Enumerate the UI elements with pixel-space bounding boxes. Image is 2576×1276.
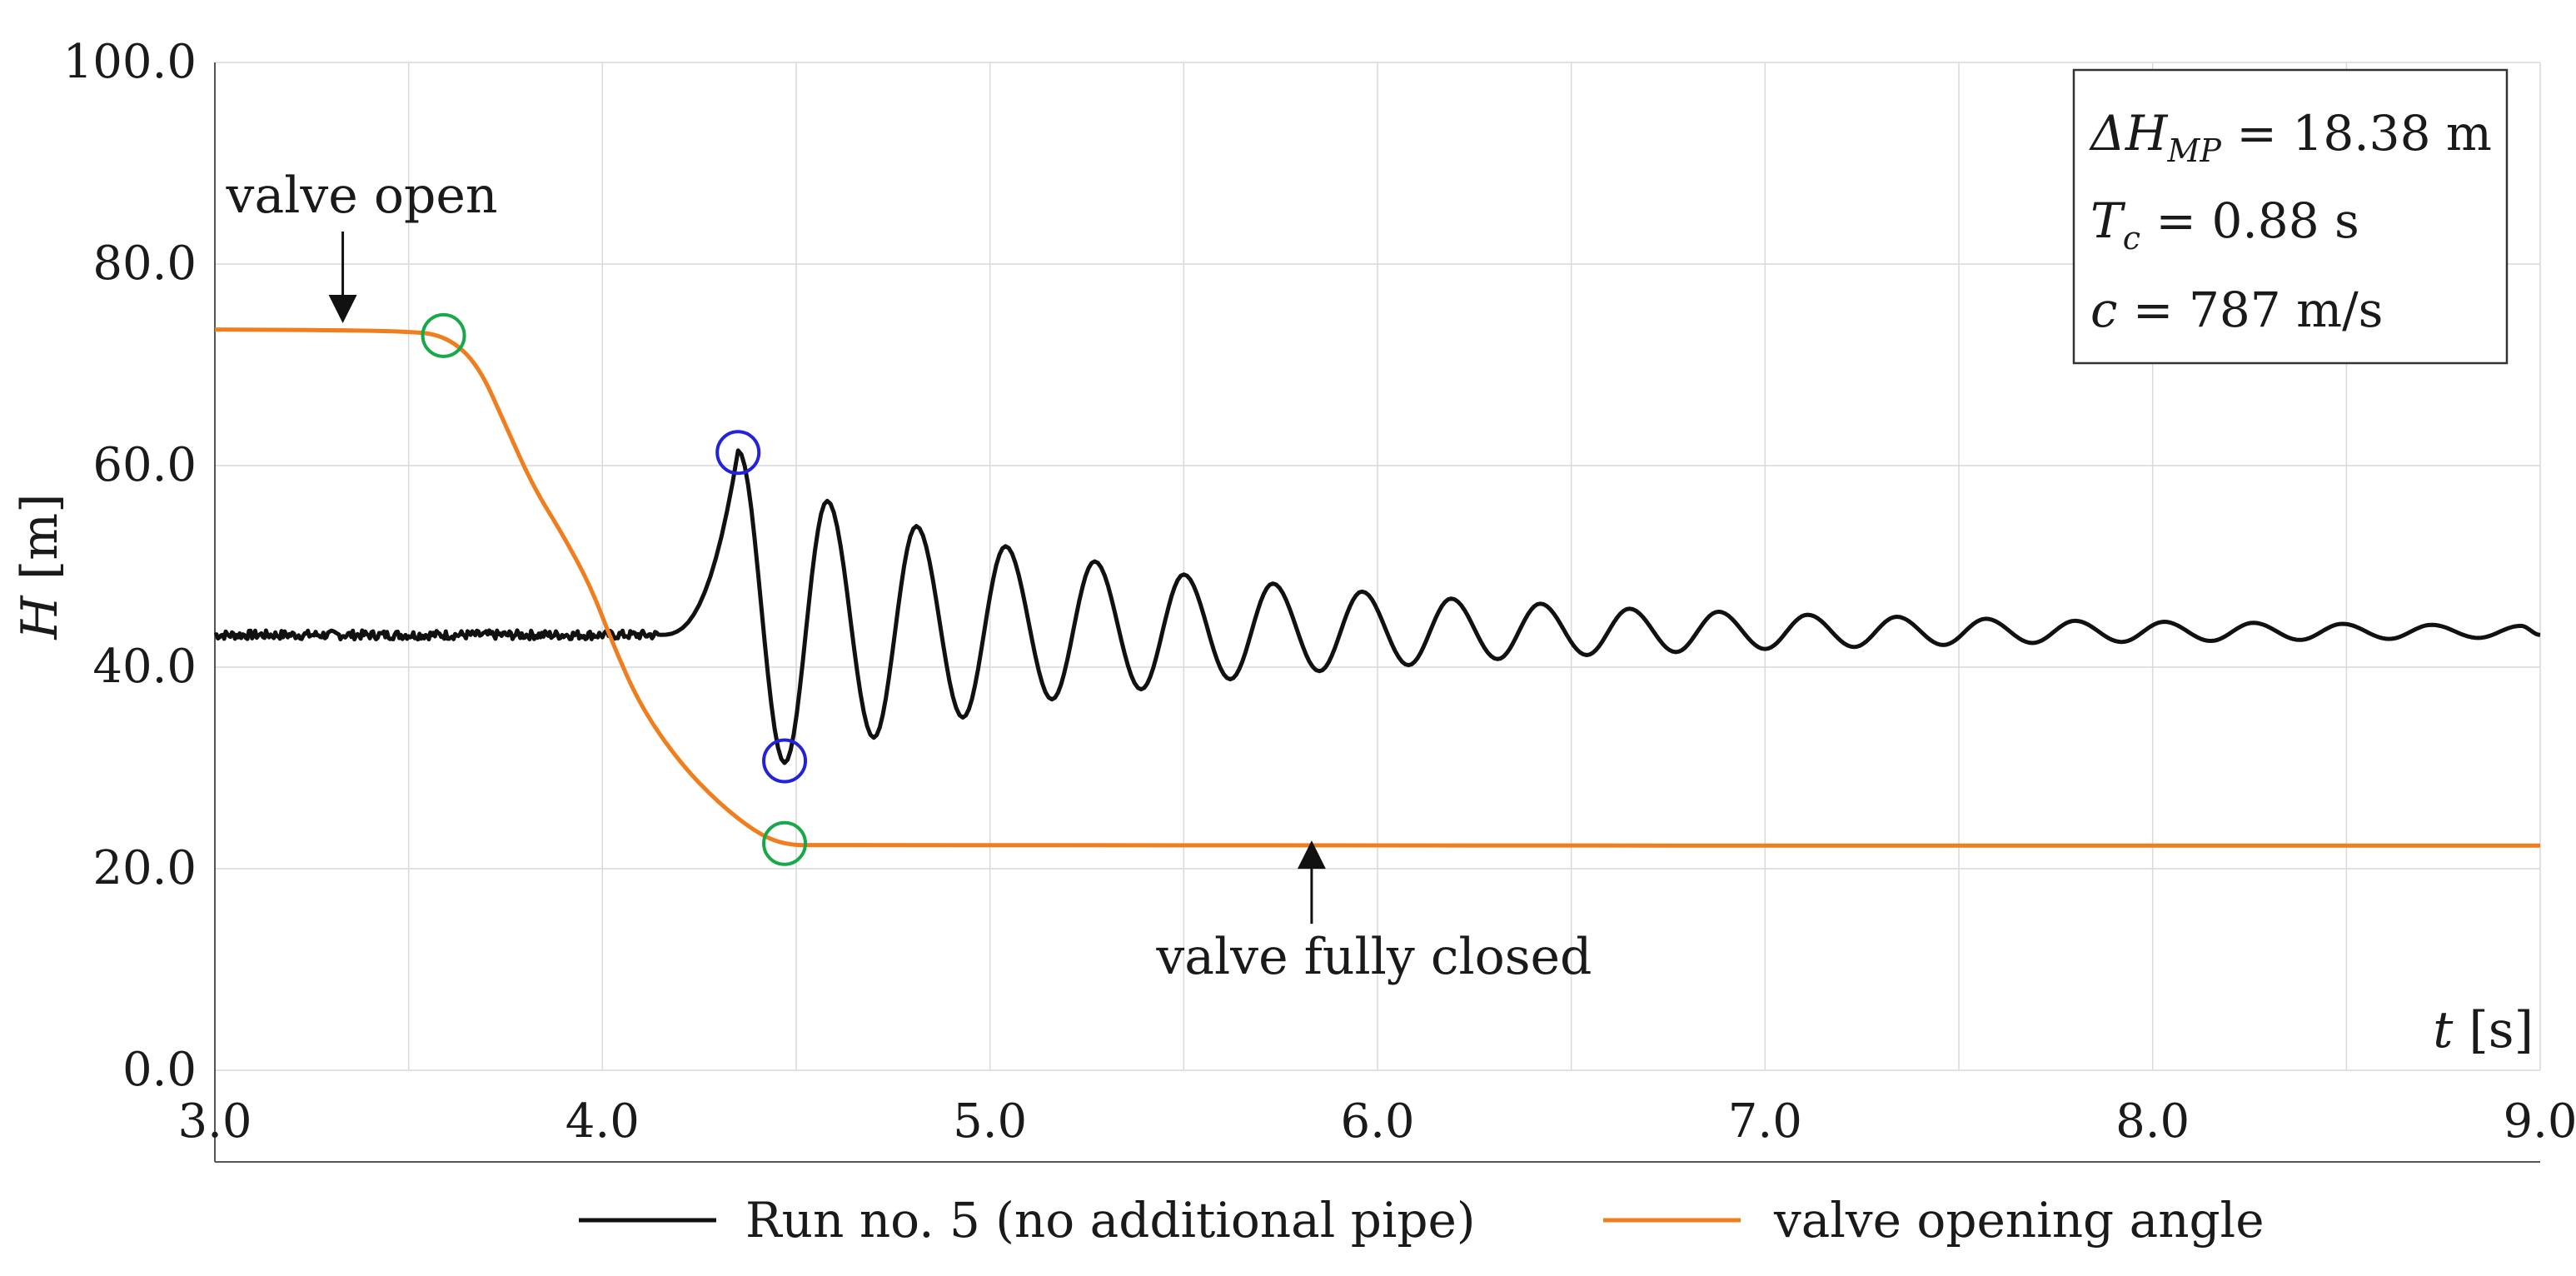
annotation-valve-closed-label: valve fully closed: [1155, 928, 1592, 986]
info-line-tc: Tc = 0.88 s: [2090, 192, 2359, 257]
x-tick-label: 5.0: [953, 1094, 1027, 1149]
legend-label-run5: Run no. 5 (no additional pipe): [745, 1192, 1475, 1249]
x-tick-label: 3.0: [177, 1094, 252, 1149]
tick-labels: 0.0 20.0 40.0 60.0 80.0 100.0 3.0 4.0 5.0 6.0 7.0 8…: [11, 35, 2576, 1149]
info-line-c: c = 787 m/s: [2090, 282, 2383, 338]
info-symbol: T: [2090, 192, 2126, 249]
info-box-frame: [2072, 68, 2509, 365]
axes: [214, 62, 2540, 1163]
legend-label-valve: valve opening angle: [1773, 1192, 2265, 1249]
markers: [421, 312, 808, 866]
marker-circle: [762, 820, 808, 866]
x-axis-unit: [s]: [2453, 1001, 2534, 1059]
y-tick-label: 60.0: [92, 438, 197, 492]
marker-circle: [421, 312, 466, 358]
info-symbol: ΔH: [2089, 105, 2169, 162]
x-tick-label: 4.0: [566, 1094, 640, 1149]
y-axis-title: H [m]: [11, 493, 69, 640]
annotations: valve open valve fully closed: [226, 167, 1592, 986]
info-symbol: c: [2090, 282, 2117, 338]
x-axis-symbol: t: [2433, 1001, 2454, 1059]
x-tick-label: 6.0: [1340, 1094, 1414, 1149]
series: [214, 327, 2541, 848]
annotation-valve-open-label: valve open: [226, 167, 498, 225]
y-tick-label: 80.0: [92, 237, 197, 291]
info-value: = 787 m/s: [2117, 282, 2383, 338]
x-tick-label: 8.0: [2115, 1094, 2190, 1149]
info-line-delta-h: ΔHMP = 18.38 m: [2089, 105, 2492, 169]
info-subscript: MP: [2166, 132, 2222, 169]
y-tick-label: 100.0: [63, 35, 197, 89]
annotation-valve-closed-arrowhead: [1297, 840, 1326, 870]
x-tick-label: 9.0: [2503, 1094, 2576, 1149]
marker-circle: [762, 738, 808, 784]
y-axis-unit: [m]: [11, 493, 69, 596]
x-axis-title: t [s]: [2433, 1001, 2534, 1059]
series-valve-line: [214, 327, 2540, 848]
marker-circle: [715, 430, 761, 476]
info-subscript: c: [2123, 220, 2140, 257]
info-value: = 18.38 m: [2221, 105, 2492, 162]
y-tick-label: 0.0: [122, 1043, 197, 1097]
info-box: ΔHMP = 18.38 m Tc = 0.88 s c = 787 m/s: [2072, 68, 2509, 365]
y-tick-label: 40.0: [92, 640, 197, 694]
y-tick-label: 20.0: [92, 841, 197, 895]
x-tick-label: 7.0: [1728, 1094, 1802, 1149]
series-run5-line: [214, 448, 2541, 765]
annotation-valve-open-arrowhead: [328, 295, 357, 324]
legend: Run no. 5 (no additional pipe) valve ope…: [579, 1192, 2265, 1249]
y-axis-symbol: H: [11, 595, 69, 640]
info-value: = 0.88 s: [2140, 192, 2359, 249]
